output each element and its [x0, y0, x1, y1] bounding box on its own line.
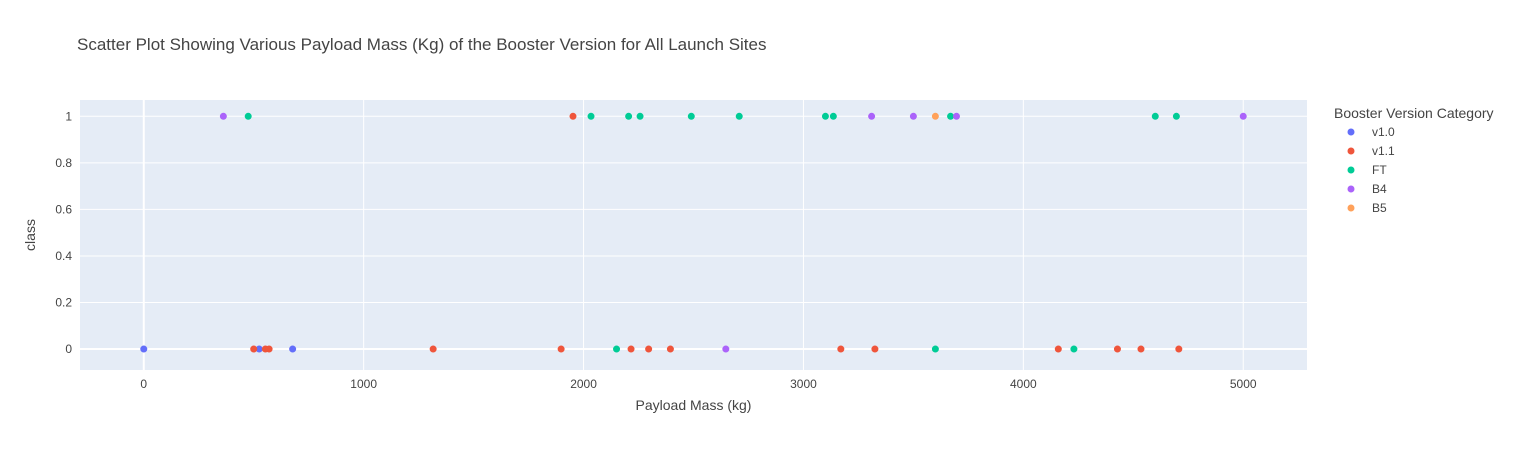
data-point-v1.0[interactable] — [289, 345, 297, 353]
x-tick-labels: 0 1000 2000 3000 4000 5000 — [140, 377, 1256, 391]
legend-marker-v1.0[interactable] — [1347, 128, 1355, 136]
data-point-v1.1[interactable] — [250, 345, 258, 353]
data-point-FT[interactable] — [947, 112, 955, 120]
data-point-v1.1[interactable] — [837, 345, 845, 353]
data-point-v1.1[interactable] — [429, 345, 437, 353]
data-point-v1.1[interactable] — [1113, 345, 1121, 353]
data-point-FT[interactable] — [829, 112, 837, 120]
data-point-FT[interactable] — [613, 345, 621, 353]
x-tick-label: 3000 — [790, 377, 817, 391]
data-point-v1.1[interactable] — [557, 345, 565, 353]
data-point-FT[interactable] — [931, 345, 939, 353]
x-tick-label: 1000 — [350, 377, 377, 391]
data-point-v1.0[interactable] — [255, 345, 263, 353]
x-tick-label: 5000 — [1230, 377, 1257, 391]
y-tick-label: 0.4 — [55, 249, 72, 263]
data-points[interactable] — [140, 112, 1247, 353]
data-point-FT[interactable] — [735, 112, 743, 120]
data-point-v1.1[interactable] — [627, 345, 635, 353]
data-point-FT[interactable] — [244, 112, 252, 120]
data-point-FT[interactable] — [1070, 345, 1078, 353]
legend-marker-B4[interactable] — [1347, 185, 1355, 193]
data-point-FT[interactable] — [1172, 112, 1180, 120]
legend-marker-B5[interactable] — [1347, 204, 1355, 212]
legend[interactable]: Booster Version Category v1.0 v1.1 FT B4 B5 — [1334, 105, 1494, 215]
legend-label-B5[interactable]: B5 — [1372, 201, 1387, 215]
y-tick-label: 0 — [65, 342, 72, 356]
data-point-FT[interactable] — [687, 112, 695, 120]
data-point-B4[interactable] — [1239, 112, 1247, 120]
x-tick-label: 4000 — [1010, 377, 1037, 391]
data-point-FT[interactable] — [1151, 112, 1159, 120]
data-point-B4[interactable] — [219, 112, 227, 120]
legend-marker-v1.1[interactable] — [1347, 147, 1355, 155]
data-point-FT[interactable] — [821, 112, 829, 120]
legend-label-v1.0[interactable]: v1.0 — [1372, 125, 1395, 139]
legend-label-B4[interactable]: B4 — [1372, 182, 1387, 196]
chart-title: Scatter Plot Showing Various Payload Mas… — [77, 35, 767, 54]
y-tick-label: 1 — [65, 109, 72, 123]
data-point-v1.1[interactable] — [569, 112, 577, 120]
data-point-v1.1[interactable] — [1137, 345, 1145, 353]
x-tick-label: 0 — [140, 377, 147, 391]
y-tick-label: 0.6 — [55, 202, 72, 216]
y-tick-labels: 0 0.2 0.4 0.6 0.8 1 — [55, 109, 72, 356]
legend-label-v1.1[interactable]: v1.1 — [1372, 144, 1395, 158]
data-point-B4[interactable] — [952, 112, 960, 120]
data-point-v1.1[interactable] — [645, 345, 653, 353]
y-tick-label: 0.2 — [55, 296, 72, 310]
data-point-B5[interactable] — [931, 112, 939, 120]
legend-label-FT[interactable]: FT — [1372, 163, 1387, 177]
data-point-v1.1[interactable] — [666, 345, 674, 353]
data-point-FT[interactable] — [587, 112, 595, 120]
data-point-v1.1[interactable] — [1054, 345, 1062, 353]
x-axis-title: Payload Mass (kg) — [636, 397, 752, 413]
data-point-FT[interactable] — [636, 112, 644, 120]
plot-area — [80, 100, 1307, 370]
data-point-B4[interactable] — [722, 345, 730, 353]
legend-marker-FT[interactable] — [1347, 166, 1355, 174]
data-point-v1.1[interactable] — [1175, 345, 1183, 353]
data-point-B4[interactable] — [868, 112, 876, 120]
legend-title: Booster Version Category — [1334, 105, 1494, 121]
data-point-B4[interactable] — [909, 112, 917, 120]
data-point-FT[interactable] — [625, 112, 633, 120]
data-point-v1.1[interactable] — [871, 345, 879, 353]
data-point-v1.0[interactable] — [140, 345, 148, 353]
x-gridlines — [142, 100, 1244, 370]
y-axis-title: class — [22, 219, 38, 251]
data-point-v1.1[interactable] — [265, 345, 273, 353]
y-tick-label: 0.8 — [55, 156, 72, 170]
x-tick-label: 2000 — [570, 377, 597, 391]
